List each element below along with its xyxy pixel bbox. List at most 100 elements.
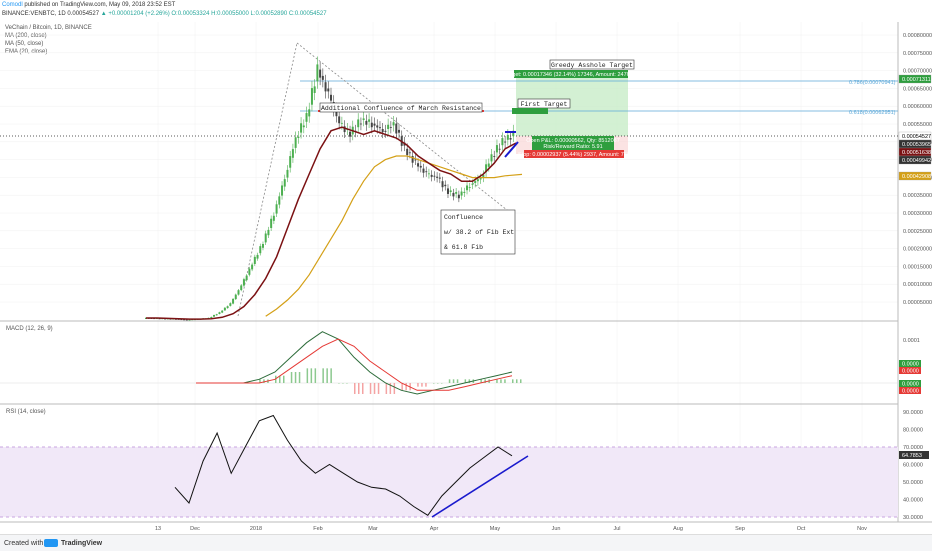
tradingview-cloud-icon (44, 539, 58, 547)
price-tick-label: 0.00030000 (903, 211, 932, 217)
candle-body (267, 229, 270, 236)
candle-body (425, 171, 428, 173)
candle-body (223, 307, 226, 311)
candle-body (221, 310, 224, 313)
rsi-axis[interactable]: 90.0000 80.0000 70.0000 60.0000 50.0000 40.00… (903, 410, 923, 521)
candle-body (300, 123, 303, 133)
macd-histogram-bar (290, 372, 293, 383)
macd-marker (899, 380, 921, 387)
price-tick-label: 0.00035000 (903, 193, 932, 199)
macd-histogram-bar (294, 372, 297, 383)
candle-body (468, 187, 471, 188)
candle-body (237, 290, 240, 295)
macd-histogram-bar (354, 383, 356, 394)
candle-body (330, 94, 332, 101)
candle-body (188, 319, 191, 321)
macd-histogram-bar (437, 383, 439, 384)
march-resistance-callout[interactable]: Additional Confluence of March Resistanc… (319, 102, 483, 113)
candle-body (232, 298, 235, 304)
candle-body (455, 192, 458, 194)
fib-ext-leg1[interactable] (237, 42, 298, 317)
rsi-tick-label: 80.0000 (903, 428, 923, 434)
candle-body (251, 264, 254, 270)
ema20-legend[interactable]: EMA (20, close) (5, 49, 48, 55)
candle-body (294, 137, 297, 148)
price-tick-label: 0.00005000 (903, 300, 932, 306)
candle-body (218, 312, 221, 314)
price-axis[interactable]: 0.00080000 0.00075000 0.00070000 0.00065000… (903, 33, 932, 306)
macd-legend[interactable]: MACD (12, 26, 9) (6, 326, 53, 332)
macd-histogram-bar (373, 383, 376, 394)
macd-histogram-bar (389, 383, 392, 394)
march-resistance-text: Additional Confluence of March Resistanc… (321, 105, 481, 112)
price-tick-label: 0.00065000 (903, 86, 932, 92)
candle-body (253, 256, 256, 264)
macd-histogram-bar (421, 383, 423, 387)
macd-axis-tick: 0.0001 (903, 338, 920, 344)
rsi-tick-label: 70.0000 (903, 445, 923, 451)
greedy-target-box (549, 59, 635, 70)
price-marker (898, 74, 932, 84)
candle-body (406, 148, 409, 156)
macd-histogram-bar (263, 379, 265, 383)
author-link[interactable]: Comodl (2, 2, 23, 8)
time-axis[interactable]: 13 Dec 2018 Feb Mar Apr May Jun Jul Aug Sep Oct Nov (155, 526, 867, 532)
fib-786-label: 0.786(0.00070941) (849, 80, 896, 86)
candle-body (289, 156, 292, 168)
candle-body (449, 190, 452, 192)
candle-body (452, 192, 455, 197)
macd-axis-markers: 0.00000.00000.00000.0000 (899, 360, 921, 395)
macd-histogram-bar (480, 379, 482, 383)
chart-canvas[interactable]: 0.786(0.00070941) 0.618(0.00062951) Gree… (0, 0, 932, 534)
candle-body (427, 173, 430, 175)
candle-body (457, 194, 460, 199)
pnl-label: Open P&L: 0.00000562, Qty: 8512087 (526, 138, 620, 144)
greedy-target-callout[interactable]: Greedy Asshole Target (549, 59, 635, 70)
tradingview-logo[interactable]: TradingView (44, 538, 102, 548)
candle-body (466, 185, 469, 191)
price-tick-label: 0.00015000 (903, 264, 932, 270)
rsi-legend[interactable]: RSI (14, close) (6, 409, 46, 415)
rsi-current-box (899, 451, 929, 459)
time-tick-label: Jul (613, 526, 620, 532)
candle-body (487, 163, 490, 167)
price-legend: VeChain / Bitcoin, 1D, BINANCE MA (200, … (5, 24, 92, 56)
fib-ext-leg2[interactable] (296, 42, 513, 215)
candle-body (476, 179, 479, 182)
stop-label: Stop: 0.00002937 (5.44%) 2937, Amount: 7… (518, 152, 630, 158)
macd-marker (899, 367, 921, 374)
ma200-legend[interactable]: MA (200, close) (5, 33, 47, 39)
rsi-tick-label: 90.0000 (903, 410, 923, 416)
rsi-current-value: 64.7853 (902, 453, 922, 459)
candle-body (185, 319, 188, 321)
first-target-marker (512, 108, 548, 114)
confluence-callout[interactable]: Confluence w/ 38.2 of Fib Ext & 61.8 Fib (440, 209, 516, 255)
candle-body (444, 184, 447, 187)
target-label: Target: 0.00017346 (32.14%) 17346, Amoun… (505, 72, 638, 78)
candles (145, 56, 515, 321)
symbol-text: BINANCE:VENBTC, 1D 0.00054527 (2, 11, 100, 17)
candle-body (422, 168, 425, 173)
price-tick-label: 0.00060000 (903, 104, 932, 110)
candle-body (283, 179, 286, 187)
candle-body (275, 204, 278, 214)
price-support-line[interactable] (504, 141, 519, 158)
candle-body (302, 125, 305, 128)
rsi-line (174, 414, 513, 516)
candle-body (414, 159, 417, 161)
candle-body (504, 141, 507, 143)
macd-histogram-bar (504, 379, 506, 383)
confluence-line-2: w/ 38.2 of Fib Ext (444, 229, 514, 236)
rsi-trend-line[interactable] (431, 455, 529, 518)
rr-label: Risk/Reward Ratio: 5.91 (543, 144, 602, 150)
ma50-legend[interactable]: MA (50, close) (5, 41, 44, 47)
macd-histogram-bar (496, 379, 498, 383)
macd-marker-label: 0.0000 (902, 369, 919, 375)
candle-body (479, 178, 482, 180)
price-marker-label: 0.00049942 (902, 158, 931, 164)
candle-body (234, 294, 237, 300)
time-tick-label: Dec (190, 526, 200, 532)
time-tick-label: Aug (673, 526, 683, 532)
first-target-callout[interactable]: First Target (517, 98, 571, 109)
candle-body (158, 318, 161, 320)
